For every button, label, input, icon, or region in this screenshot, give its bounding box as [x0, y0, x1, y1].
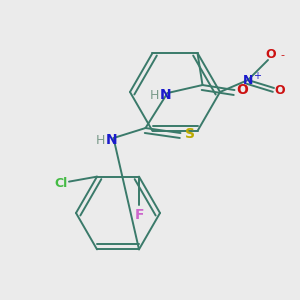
Text: -: - — [280, 50, 284, 60]
Text: H: H — [96, 134, 105, 146]
Text: Cl: Cl — [54, 177, 68, 190]
Text: O: O — [275, 83, 285, 97]
Text: N: N — [160, 88, 171, 102]
Text: O: O — [237, 83, 248, 97]
Text: O: O — [266, 49, 276, 62]
Text: S: S — [184, 127, 194, 141]
Text: H: H — [150, 88, 159, 101]
Text: F: F — [134, 208, 144, 222]
Text: N: N — [243, 74, 253, 86]
Text: +: + — [253, 71, 261, 81]
Text: N: N — [106, 133, 117, 147]
